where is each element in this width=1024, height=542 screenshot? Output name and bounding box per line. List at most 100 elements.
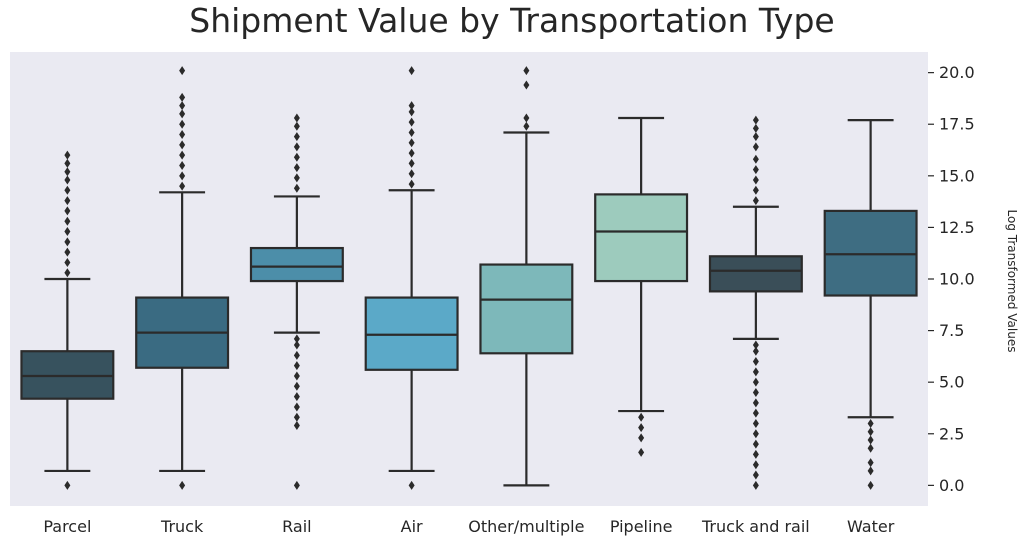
- outlier-point: [179, 171, 186, 181]
- x-tick-label: Truck: [160, 517, 204, 536]
- outlier-point: [293, 163, 300, 173]
- iqr-box: [479, 263, 574, 355]
- outlier-point: [867, 418, 874, 428]
- y-tick-label: 12.5: [939, 218, 975, 237]
- outlier-point: [867, 427, 874, 437]
- outlier-point: [64, 167, 71, 177]
- outlier-point: [867, 480, 874, 490]
- x-tick-label: Parcel: [43, 517, 91, 536]
- outlier-point: [293, 402, 300, 412]
- outlier-point: [64, 175, 71, 185]
- outlier-point: [64, 196, 71, 206]
- outlier-point: [293, 152, 300, 162]
- outlier-point: [523, 66, 530, 76]
- outlier-point: [179, 181, 186, 191]
- outlier-point: [64, 268, 71, 278]
- box-water: [823, 118, 918, 490]
- outlier-point: [179, 92, 186, 102]
- y-tick-label: 7.5: [939, 321, 964, 340]
- outlier-point: [293, 121, 300, 131]
- box-parcel: [20, 150, 115, 490]
- outlier-point: [408, 66, 415, 76]
- outlier-point: [293, 183, 300, 193]
- outlier-point: [293, 350, 300, 360]
- outlier-point: [293, 381, 300, 391]
- outlier-point: [64, 257, 71, 267]
- outlier-point: [752, 346, 759, 356]
- outlier-point: [752, 165, 759, 175]
- outlier-point: [293, 173, 300, 183]
- iqr-box: [594, 193, 689, 283]
- outlier-point: [64, 480, 71, 490]
- outlier-point: [64, 227, 71, 237]
- outlier-point: [64, 185, 71, 195]
- outlier-point: [752, 142, 759, 152]
- outlier-point: [752, 132, 759, 142]
- outlier-point: [523, 121, 530, 131]
- outlier-point: [293, 132, 300, 142]
- outlier-point: [179, 480, 186, 490]
- outlier-point: [752, 439, 759, 449]
- iqr-box: [708, 255, 803, 293]
- outlier-point: [293, 371, 300, 381]
- outlier-point: [408, 480, 415, 490]
- outlier-point: [752, 470, 759, 480]
- outlier-point: [752, 429, 759, 439]
- y-tick-label: 2.5: [939, 424, 964, 443]
- outlier-point: [179, 130, 186, 140]
- chart-title: Shipment Value by Transportation Type: [189, 1, 835, 40]
- y-tick-label: 0.0: [939, 476, 964, 495]
- x-tick-label: Other/multiple: [468, 517, 584, 536]
- outlier-point: [638, 412, 645, 422]
- outlier-point: [523, 113, 530, 123]
- y-tick-label: 5.0: [939, 373, 964, 392]
- outlier-point: [408, 138, 415, 148]
- x-tick-label: Truck and rail: [701, 517, 810, 536]
- x-tick-label: Water: [847, 517, 895, 536]
- y-tick-label: 10.0: [939, 270, 975, 289]
- outlier-point: [752, 123, 759, 133]
- box-rail: [249, 113, 344, 490]
- y-axis: 0.0 2.5 5.0 7.5 10.0 12.5 15.0 17.5 20.0: [928, 63, 975, 495]
- outlier-point: [293, 480, 300, 490]
- outlier-point: [64, 237, 71, 247]
- outlier-point: [752, 388, 759, 397]
- x-tick-label: Pipeline: [610, 517, 673, 536]
- outlier-point: [752, 398, 759, 408]
- outlier-point: [408, 107, 415, 117]
- box-other-multiple: [479, 66, 574, 487]
- y-tick-label: 15.0: [939, 166, 975, 185]
- outlier-point: [64, 158, 71, 168]
- outlier-point: [638, 423, 645, 433]
- outlier-point: [408, 127, 415, 137]
- outlier-point: [752, 449, 759, 459]
- outlier-point: [179, 150, 186, 160]
- outlier-point: [179, 109, 186, 119]
- outlier-point: [752, 418, 759, 428]
- outlier-point: [408, 158, 415, 168]
- outlier-point: [293, 412, 300, 422]
- outlier-point: [408, 148, 415, 158]
- boxes-layer: [20, 66, 918, 490]
- outlier-point: [752, 154, 759, 164]
- outlier-point: [64, 247, 71, 257]
- outlier-point: [179, 101, 186, 111]
- outlier-point: [523, 80, 530, 90]
- outlier-point: [867, 443, 874, 453]
- x-tick-label: Rail: [282, 517, 311, 536]
- y-tick-label: 20.0: [939, 63, 975, 82]
- outlier-point: [293, 142, 300, 152]
- outlier-point: [293, 392, 300, 402]
- outlier-point: [179, 119, 186, 129]
- outlier-point: [293, 361, 300, 371]
- outlier-point: [867, 435, 874, 445]
- outlier-point: [408, 179, 415, 189]
- box-air: [364, 66, 459, 490]
- outlier-point: [867, 458, 874, 468]
- outlier-point: [638, 447, 645, 457]
- outlier-point: [293, 113, 300, 123]
- outlier-point: [752, 196, 759, 206]
- outlier-point: [293, 334, 300, 344]
- outlier-point: [752, 480, 759, 490]
